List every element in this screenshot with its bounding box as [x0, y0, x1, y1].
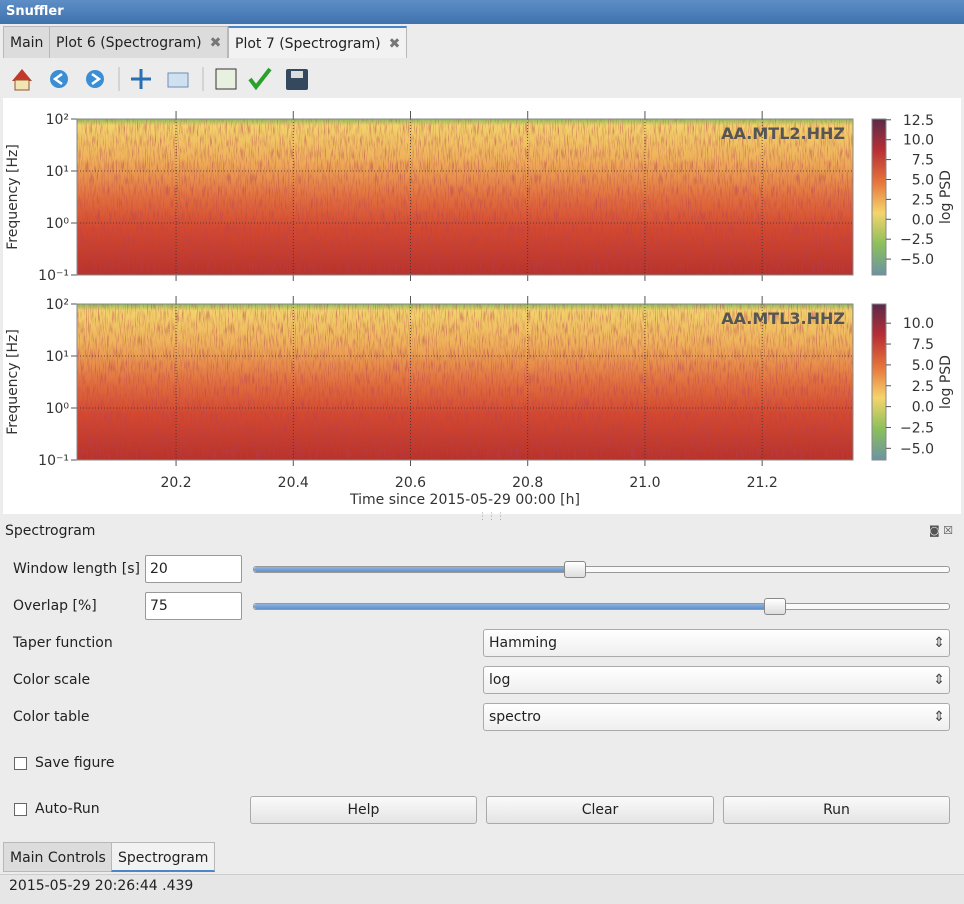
colorbar-tick-label: 10.0	[903, 316, 934, 332]
dropdown-value: Hamming	[489, 635, 558, 651]
home-button[interactable]	[12, 69, 32, 91]
colorbar	[871, 303, 887, 461]
x-tick-label: 20.4	[278, 475, 309, 491]
colorbar-tick-label: 10.0	[903, 133, 934, 149]
spectrogram-texture	[77, 119, 853, 275]
tab[interactable]: Main	[3, 26, 51, 58]
colorbar-tick-label: −5.0	[900, 441, 934, 457]
bottom-tab[interactable]: Main Controls	[3, 842, 113, 872]
field-label: Window length [s]	[13, 561, 140, 577]
colorbar-tick-label: 5.0	[912, 358, 934, 374]
button[interactable]: Help	[250, 796, 477, 824]
colorbar-tick-label: 2.5	[912, 379, 934, 395]
station-label: AA.MTL2.HHZ	[721, 124, 845, 143]
colorbar-tick-label: 2.5	[912, 192, 934, 208]
close-icon[interactable]: ✖	[388, 36, 401, 52]
button[interactable]: Run	[723, 796, 950, 824]
edit-button[interactable]	[248, 67, 272, 91]
checkbox-label: Save figure	[35, 755, 115, 771]
colorbar-tick-label: 7.5	[912, 153, 934, 169]
zoom-button[interactable]	[167, 72, 189, 88]
y-tick-label: 10¹	[46, 349, 69, 365]
tab-label: Plot 7 (Spectrogram)	[235, 36, 381, 52]
tab-label: Plot 6 (Spectrogram)	[56, 35, 202, 51]
panel-title: Spectrogram	[5, 523, 96, 539]
y-axis-label: Frequency [Hz]	[5, 329, 21, 435]
splitter-handle[interactable]: ⋮⋮⋮	[478, 512, 505, 522]
configure-button[interactable]	[215, 68, 237, 90]
dropdown[interactable]: spectro	[483, 703, 950, 731]
dropdown[interactable]: log	[483, 666, 950, 694]
y-axis-label: Frequency [Hz]	[5, 144, 21, 250]
y-tick-label: 10⁻¹	[38, 268, 69, 284]
text-input[interactable]: 20	[145, 555, 242, 583]
colorbar-tick-label: 0.0	[912, 400, 934, 416]
button[interactable]: Clear	[486, 796, 714, 824]
colorbar-tick-label: 7.5	[912, 337, 934, 353]
spectrogram-texture	[77, 304, 853, 460]
slider[interactable]	[253, 598, 950, 615]
tab-label: Main	[10, 35, 44, 51]
plot-frame	[76, 303, 854, 461]
pan-button[interactable]	[131, 69, 151, 89]
x-tick-label: 20.8	[512, 475, 543, 491]
x-tick-label: 20.2	[160, 475, 191, 491]
y-tick-label: 10¹	[46, 164, 69, 180]
checkbox[interactable]	[14, 757, 27, 770]
bottom-tab[interactable]: Spectrogram	[111, 842, 216, 872]
status-bar	[0, 874, 964, 904]
y-tick-label: 10⁰	[46, 401, 70, 417]
text-input[interactable]: 75	[145, 592, 242, 620]
close-icon[interactable]: ✖	[209, 35, 222, 51]
colorbar-tick-label: −5.0	[900, 252, 934, 268]
x-tick-label: 21.0	[629, 475, 660, 491]
colorbar-tick-label: −2.5	[900, 232, 934, 248]
colorbar-tick-label: 0.0	[912, 212, 934, 228]
forward-button[interactable]	[86, 70, 104, 88]
colorbar	[871, 118, 887, 276]
checkbox[interactable]	[14, 803, 27, 816]
colorbar-tick-label: −2.5	[900, 420, 934, 436]
field-label: Taper function	[13, 635, 113, 651]
colorbar-label: log PSD	[938, 170, 954, 224]
dropdown-value: spectro	[489, 709, 541, 725]
y-tick-label: 10⁻¹	[38, 453, 69, 469]
tab[interactable]: Plot 6 (Spectrogram) ✖	[49, 26, 229, 58]
field-label: Color table	[13, 709, 90, 725]
y-tick-label: 10²	[46, 297, 69, 313]
x-tick-label: 21.2	[747, 475, 778, 491]
x-tick-label: 20.6	[395, 475, 426, 491]
dock-buttons[interactable]: ◙ ☒	[929, 524, 954, 537]
colorbar-label: log PSD	[938, 355, 954, 409]
station-label: AA.MTL3.HHZ	[721, 309, 845, 328]
dropdown-value: log	[489, 672, 511, 688]
plot-area: 10⁻¹ 10⁰ 10¹ 10² AA.MTL2.HHZ Frequency [Hz] 12…	[3, 98, 961, 514]
back-button[interactable]	[50, 70, 68, 88]
x-axis-label: Time since 2015-05-29 00:00 [h]	[349, 492, 580, 508]
colorbar-tick-label: 5.0	[912, 172, 934, 188]
dropdown[interactable]: Hamming	[483, 629, 950, 657]
window-title: Snuffler	[0, 0, 964, 24]
y-tick-label: 10²	[46, 112, 69, 128]
y-tick-label: 10⁰	[46, 216, 70, 232]
checkbox-label: Auto-Run	[35, 801, 100, 817]
colorbar-tick-label: 12.5	[903, 113, 934, 129]
plot-frame	[76, 118, 854, 276]
field-label: Color scale	[13, 672, 91, 688]
field-label: Overlap [%]	[13, 598, 97, 614]
toolbar	[0, 59, 964, 98]
tab[interactable]: Plot 7 (Spectrogram) ✖	[228, 26, 408, 58]
slider[interactable]	[253, 561, 950, 578]
status-text: 2015-05-29 20:26:44 .439	[9, 878, 194, 894]
